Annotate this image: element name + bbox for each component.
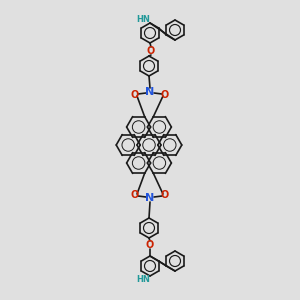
Text: O: O [131,190,139,200]
Text: O: O [147,46,155,56]
Text: O: O [146,240,154,250]
Text: O: O [161,90,169,100]
Text: O: O [161,190,169,200]
Text: O: O [131,90,139,100]
Text: HN: HN [136,14,150,23]
Text: N: N [146,87,154,97]
Text: N: N [146,193,154,203]
Text: HN: HN [136,275,150,284]
